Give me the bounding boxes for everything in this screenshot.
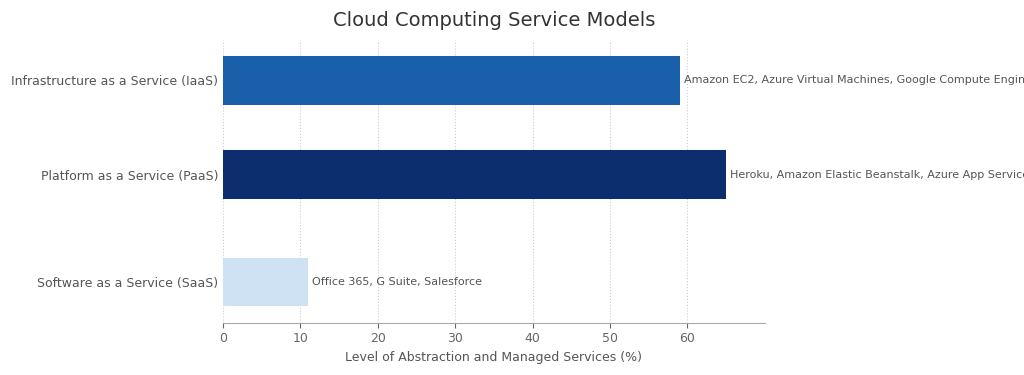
Text: Heroku, Amazon Elastic Beanstalk, Azure App Service: Heroku, Amazon Elastic Beanstalk, Azure …: [730, 170, 1024, 180]
Text: Amazon EC2, Azure Virtual Machines, Google Compute Engine: Amazon EC2, Azure Virtual Machines, Goog…: [683, 75, 1024, 86]
Text: Office 365, G Suite, Salesforce: Office 365, G Suite, Salesforce: [312, 277, 482, 287]
Bar: [223, 258, 308, 306]
Bar: [223, 150, 726, 199]
X-axis label: Level of Abstraction and Managed Services (%): Level of Abstraction and Managed Service…: [345, 351, 642, 364]
Title: Cloud Computing Service Models: Cloud Computing Service Models: [333, 11, 655, 30]
Bar: [223, 56, 680, 105]
